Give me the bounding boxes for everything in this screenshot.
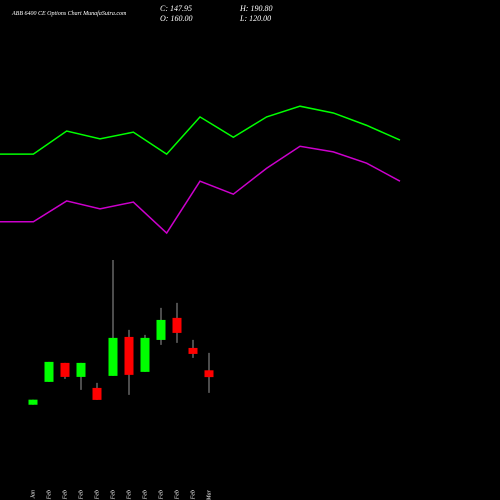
ohlc-close: C: 147.95 [160, 4, 192, 13]
chart-title: ABB 6400 CE Options Chart MunafaSutra.co… [11, 10, 127, 17]
x-tick-label: 26 Feb [174, 490, 180, 500]
candle-body [204, 370, 214, 378]
x-tick-label: 20 Feb [110, 490, 116, 500]
line-series [0, 105, 401, 156]
candle-body [140, 337, 150, 372]
candle-body [92, 387, 102, 400]
candle-body [188, 347, 198, 354]
x-tick-label: 17 Feb [62, 490, 68, 500]
ohlc-open: O: 160.00 [160, 14, 192, 23]
x-tick-label: 25 Feb [158, 490, 164, 500]
candle-body [44, 361, 54, 382]
x-tick-label: 23 Feb [126, 490, 132, 500]
candle-body [108, 337, 118, 376]
candle-body [28, 399, 38, 405]
candle-body [76, 362, 86, 377]
x-tick-label: 27 Feb [190, 490, 196, 500]
x-tick-label: 30 Jan [30, 490, 36, 500]
x-tick-label: 18 Feb [78, 490, 84, 500]
x-tick-label: 24 Feb [141, 490, 148, 500]
x-tick-label: 02 Mar [206, 489, 212, 500]
x-tick-label: 16 Feb [46, 490, 52, 500]
ohlc-low: L: 120.00 [239, 14, 271, 23]
candle-body [60, 362, 70, 377]
candle-body [156, 319, 166, 340]
ohlc-high: H: 190.80 [239, 4, 272, 13]
candle-body [172, 317, 182, 333]
x-tick-label: 19 Feb [94, 490, 100, 500]
line-series [0, 145, 401, 235]
candle-body [124, 336, 134, 375]
